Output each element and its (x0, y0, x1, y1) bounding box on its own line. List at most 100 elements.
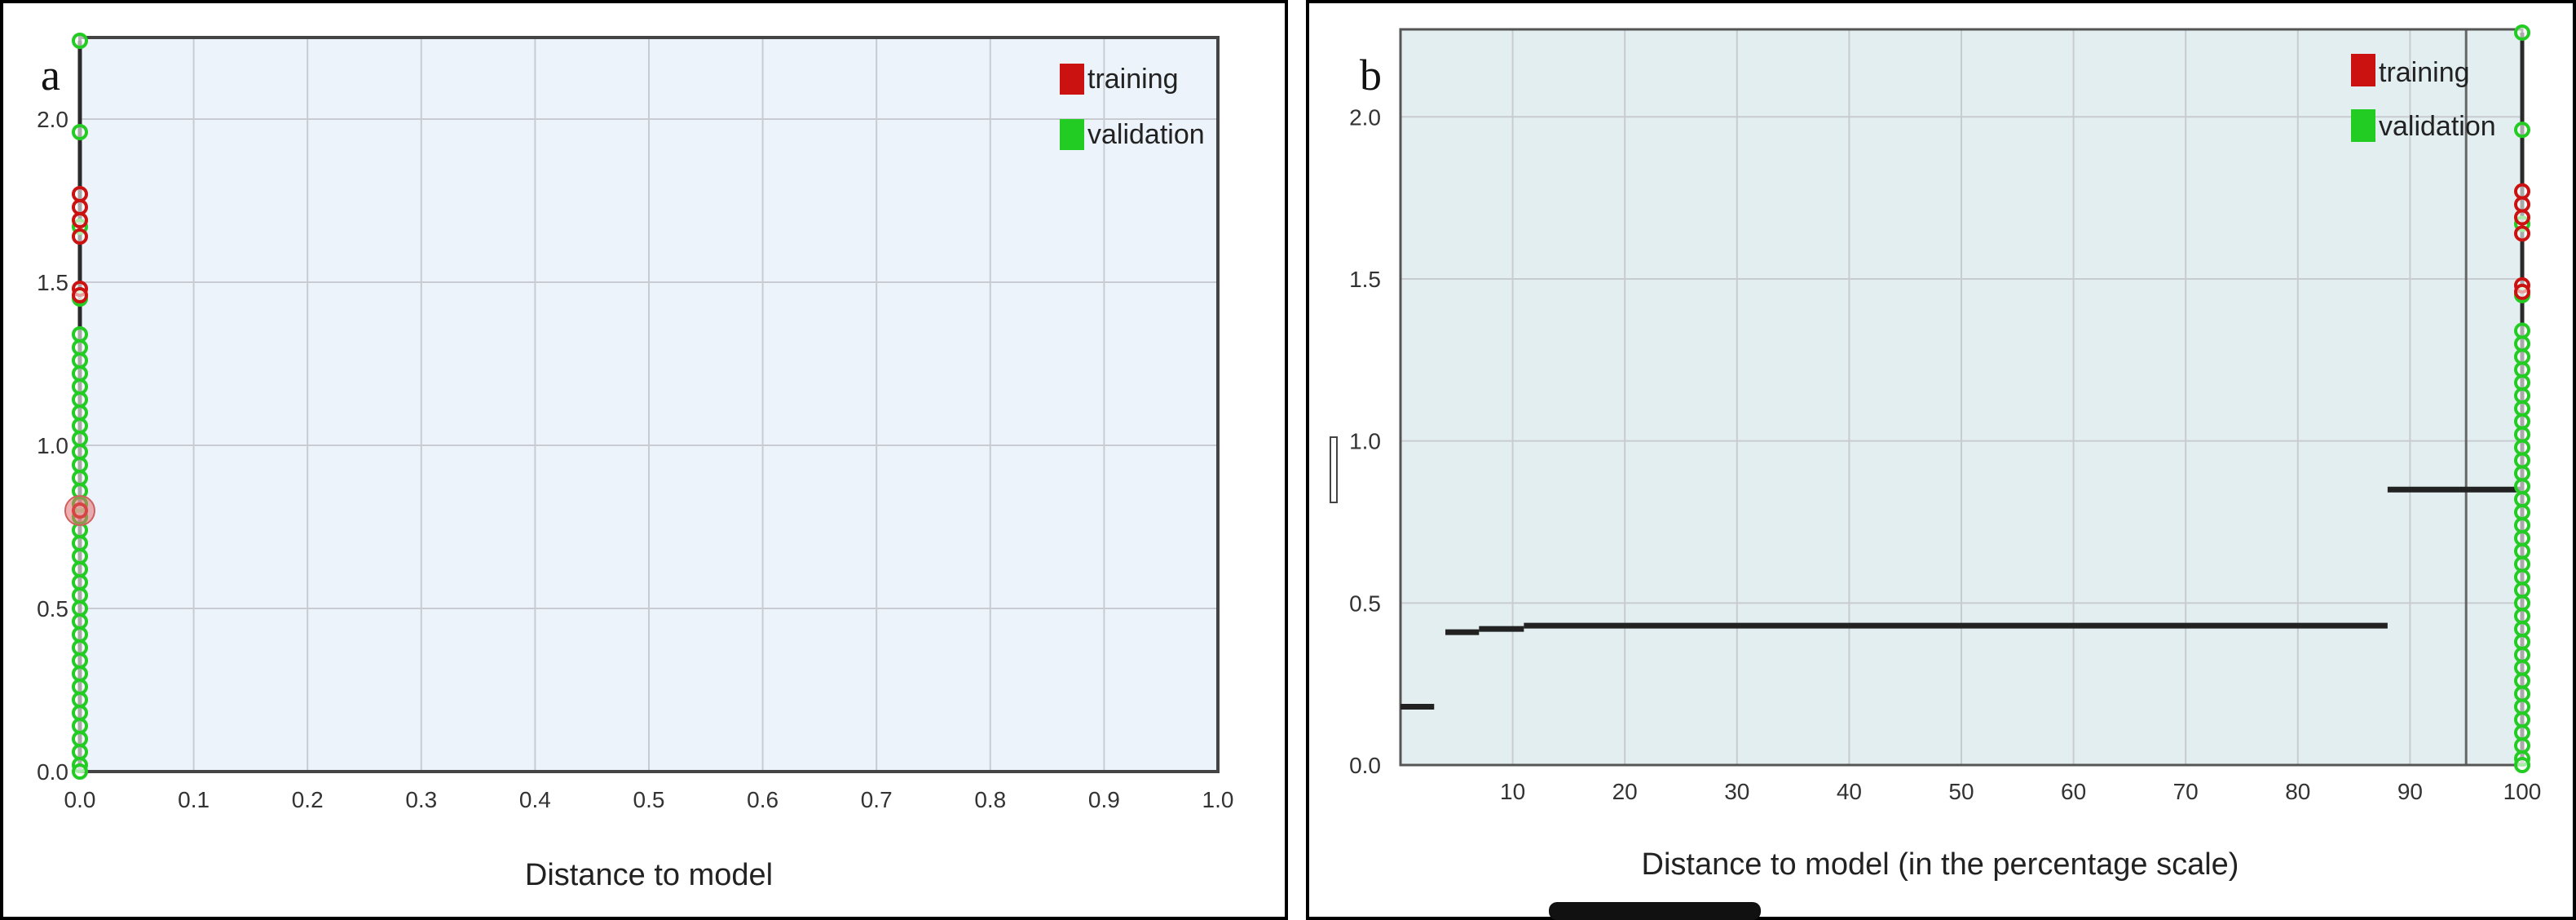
x-tick-label: 70 (2173, 779, 2199, 804)
validation-point (2514, 737, 2530, 754)
panel-b-legend-label-validation: validation (2379, 111, 2496, 142)
x-tick-label: 40 (1837, 779, 1862, 804)
training-point (72, 199, 88, 215)
panel-b-x-ticks: 10 20 30 40 50 60 70 80 90 100 (1500, 779, 2541, 804)
validation-point (72, 431, 88, 447)
x-tick-label: 10 (1500, 779, 1525, 804)
validation-point (2514, 568, 2530, 586)
validation-point (72, 639, 88, 656)
x-tick-label: 0.7 (861, 787, 893, 812)
x-tick-label: 1.0 (1202, 787, 1234, 812)
x-tick-label: 50 (1948, 779, 1974, 804)
panel-a-points (64, 33, 95, 780)
training-point (72, 186, 88, 202)
validation-point (2514, 757, 2530, 773)
x-tick-label: 20 (1612, 779, 1638, 804)
validation-point (2514, 413, 2530, 430)
validation-point (72, 391, 88, 408)
panel-b: 10 20 30 40 50 60 70 80 90 100 0.00.51.01.52.0 b … (1306, 0, 2576, 920)
panel-a-label: a (41, 51, 60, 100)
validation-point (2514, 659, 2530, 676)
x-tick-label: 0.4 (519, 787, 551, 812)
y-tick-label: 0.5 (37, 596, 68, 621)
validation-point (72, 652, 88, 669)
y-tick-label: 1.0 (37, 433, 68, 458)
highlighted-point (64, 495, 95, 526)
validation-point (2514, 491, 2530, 508)
x-tick-label: 30 (1724, 779, 1749, 804)
validation-point (2514, 685, 2530, 702)
panel-a-legend-swatch-validation (1060, 119, 1084, 150)
validation-point (72, 124, 88, 140)
training-point (72, 228, 88, 245)
y-tick-label: 2.0 (1349, 104, 1381, 130)
y-tick-label: 0.0 (37, 759, 68, 785)
validation-point (72, 405, 88, 421)
panel-b-legend-swatch-training (2351, 54, 2375, 86)
x-tick-label: 0.3 (405, 787, 437, 812)
validation-point (72, 600, 88, 617)
panel-a: 0.0 0.1 0.2 0.3 0.4 0.5 0.6 0.7 0.8 0.9 1.0 0.0 0.5… (0, 0, 1288, 920)
validation-point (72, 33, 88, 49)
validation-point (2514, 698, 2530, 715)
y-tick-label: 0.5 (1349, 590, 1381, 616)
validation-point (2514, 322, 2530, 339)
x-tick-label: 0.5 (633, 787, 665, 812)
x-tick-label: 0.1 (178, 787, 210, 812)
training-point (2514, 183, 2530, 200)
validation-point (72, 418, 88, 434)
validation-point (2514, 439, 2530, 456)
validation-point (72, 718, 88, 734)
validation-point (72, 561, 88, 577)
validation-point (2514, 542, 2530, 560)
y-tick-label: 1.5 (1349, 267, 1381, 292)
validation-point (2514, 646, 2530, 663)
validation-point (72, 378, 88, 395)
validation-point (2514, 24, 2530, 41)
validation-point (72, 548, 88, 564)
panel-b-label: b (1360, 51, 1382, 100)
validation-point (2514, 724, 2530, 741)
validation-point (2514, 608, 2530, 625)
validation-point (2514, 672, 2530, 689)
training-point (72, 287, 88, 303)
validation-point (72, 365, 88, 382)
training-point (2514, 283, 2530, 300)
validation-point (2514, 555, 2530, 573)
validation-point (2514, 400, 2530, 417)
panel-b-legend: training validation (2351, 54, 2496, 142)
validation-point (72, 535, 88, 551)
validation-point (2514, 374, 2530, 391)
panel-b-side-marker (1330, 436, 1338, 503)
panel-a-y-ticks: 0.0 0.5 1.0 1.5 2.0 (37, 107, 68, 785)
validation-point (2514, 529, 2530, 546)
validation-point (2514, 387, 2530, 405)
panel-b-legend-swatch-validation (2351, 109, 2375, 142)
validation-point (72, 326, 88, 343)
panel-a-legend: training validation (1060, 64, 1205, 150)
x-tick-label: 0.9 (1088, 787, 1120, 812)
training-point (72, 212, 88, 228)
x-tick-label: 60 (2061, 779, 2086, 804)
validation-point (2514, 335, 2530, 352)
validation-point (72, 666, 88, 682)
panel-b-y-ticks: 0.0 0.5 1.0 1.5 2.0 (1349, 104, 1381, 778)
x-tick-label: 0.8 (974, 787, 1006, 812)
x-tick-label: 90 (2397, 779, 2423, 804)
x-tick-label: 100 (2503, 779, 2542, 804)
validation-point (72, 679, 88, 695)
y-tick-label: 2.0 (37, 107, 68, 132)
validation-point (72, 731, 88, 747)
training-point (2514, 196, 2530, 213)
validation-point (2514, 348, 2530, 365)
training-point (2514, 225, 2530, 242)
validation-point (2514, 621, 2530, 638)
validation-point (2514, 478, 2530, 495)
x-tick-label: 0.6 (747, 787, 779, 812)
y-tick-label: 0.0 (1349, 753, 1381, 778)
validation-point (2514, 452, 2530, 469)
validation-point (2514, 361, 2530, 378)
validation-point (72, 457, 88, 473)
panel-b-segments (1400, 486, 2522, 710)
